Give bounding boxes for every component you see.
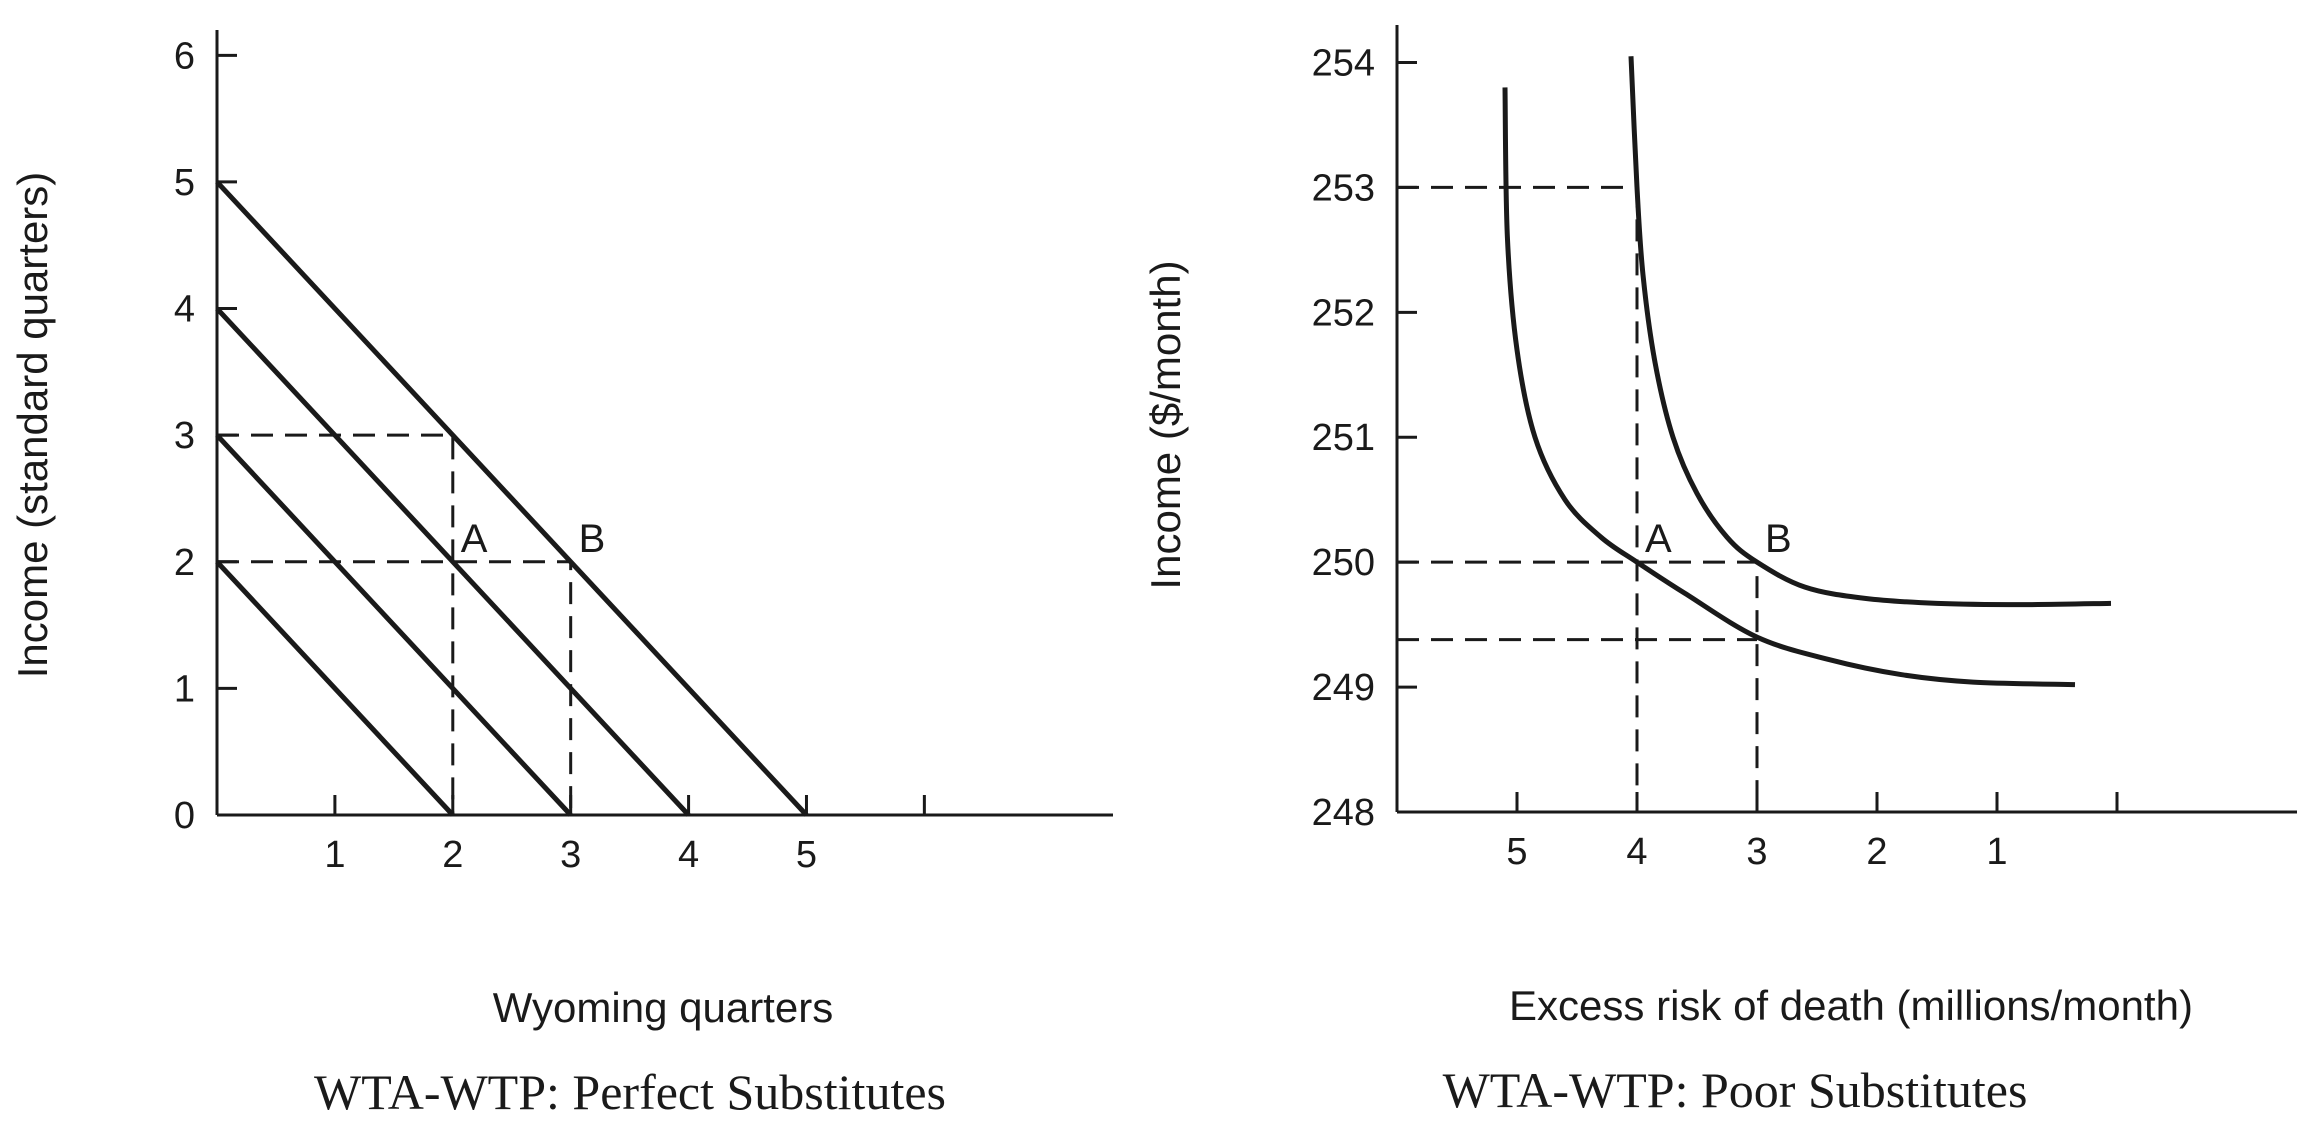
x-tick-label: 3: [1746, 831, 1767, 873]
y-axis-title: Income ($/month): [1142, 260, 1189, 589]
budget-lines: [215, 180, 809, 817]
y-tick-label: 251: [1312, 417, 1375, 459]
guide-line: [217, 433, 455, 815]
axes: [215, 30, 1113, 817]
y-tick-label: 3: [174, 415, 195, 457]
x-tick-label: 2: [442, 834, 463, 876]
x-tick-label: 3: [560, 834, 581, 876]
y-tick-label: 4: [174, 289, 195, 331]
y-tick-label: 5: [174, 162, 195, 204]
series-line-1: [215, 560, 455, 817]
x-axis-title: Wyoming quarters: [493, 984, 833, 1031]
y-tick-label: 250: [1312, 542, 1375, 584]
y-tick-label: 1: [174, 668, 195, 710]
x-tick-label: 5: [1506, 831, 1527, 873]
y-axis-title: Income (standard quarters): [9, 172, 56, 679]
chart-caption: WTA-WTP: Poor Substitutes: [1443, 1062, 2028, 1118]
guide-line: [1397, 560, 1759, 812]
guide-line: [1397, 185, 1639, 812]
guide-line: [217, 560, 573, 815]
series-line-1: [1502, 87, 2076, 688]
x-axis-title: Excess risk of death (millions/month): [1509, 982, 2193, 1029]
x-tick-label: 4: [678, 834, 699, 876]
x-tick-label: 5: [796, 834, 817, 876]
y-tick-label: 0: [174, 795, 195, 837]
point-label-b: B: [579, 517, 606, 561]
y-tick-label: 254: [1312, 42, 1375, 84]
x-tick-label: 1: [324, 834, 345, 876]
series-line-3: [215, 306, 691, 817]
axes: [1395, 25, 2297, 814]
chart-caption: WTA-WTP: Perfect Substitutes: [314, 1064, 946, 1120]
x-tick-label: 2: [1866, 831, 1887, 873]
x-tick-label: 4: [1626, 831, 1647, 873]
axis-ticks: 1 2 3 4 5 0 1 2 3 4 5 6: [174, 35, 926, 876]
y-tick-label: 249: [1312, 667, 1375, 709]
series-line-2: [1628, 56, 2112, 608]
point-label-a: A: [461, 517, 488, 561]
axis-ticks: 5 4 3 2 1 248 249 250 251 252 253 254: [1312, 42, 2119, 873]
y-tick-label: 253: [1312, 167, 1375, 209]
indifference-curves: [1502, 56, 2112, 688]
y-tick-label: 6: [174, 35, 195, 77]
point-label-a: A: [1645, 517, 1672, 561]
x-tick-label: 1: [1986, 831, 2007, 873]
y-tick-label: 252: [1312, 292, 1375, 334]
series-line-2: [215, 433, 573, 817]
series-line-4: [215, 180, 809, 817]
y-tick-label: 2: [174, 542, 195, 584]
point-label-b: B: [1765, 517, 1792, 561]
y-tick-label: 248: [1312, 792, 1375, 834]
